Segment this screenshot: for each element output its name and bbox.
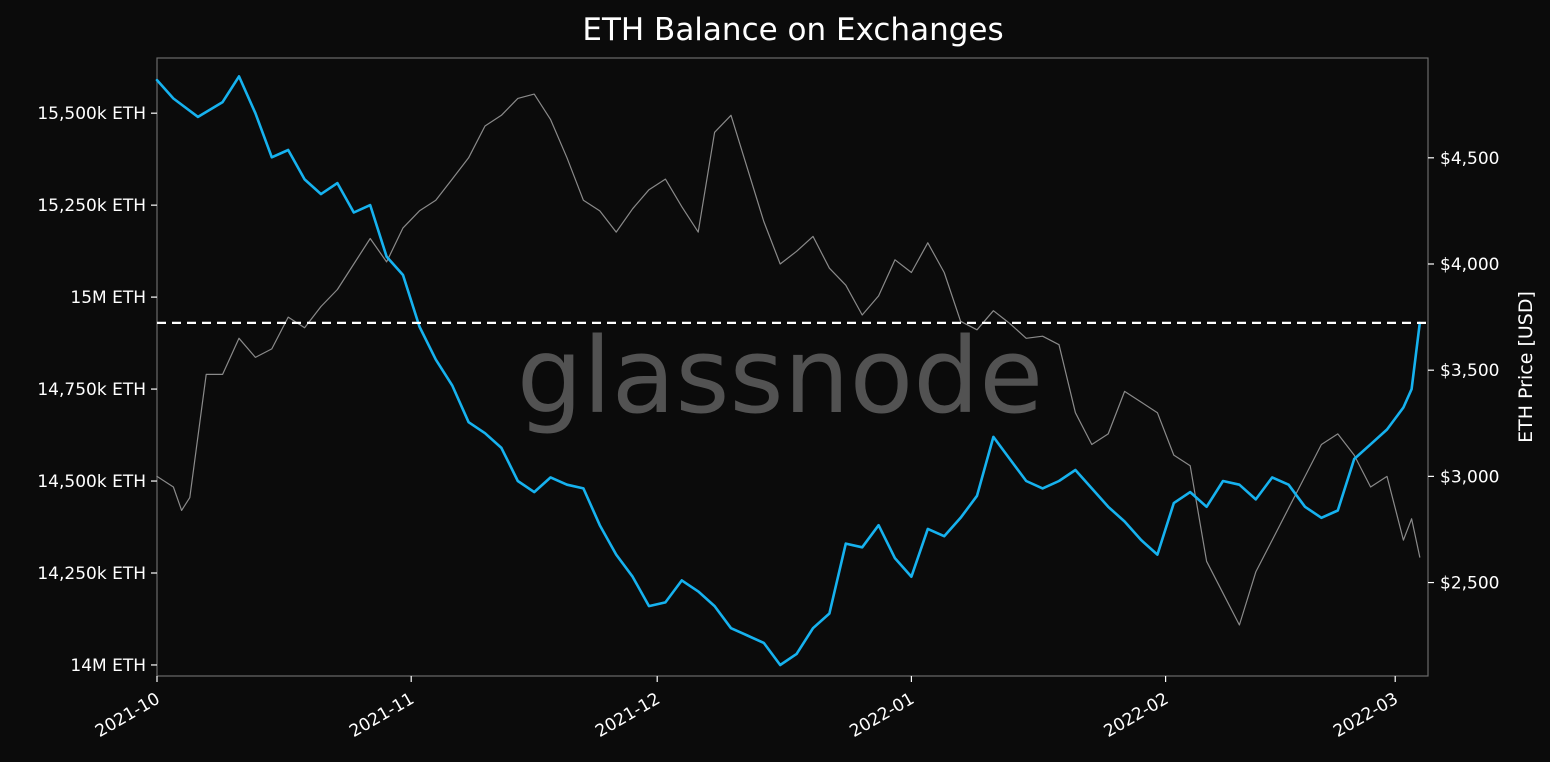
y-tick-label: 14,250k ETH	[37, 564, 146, 584]
y-tick-label: 15,250k ETH	[37, 196, 146, 216]
y-tick-label: 14,750k ETH	[37, 380, 146, 400]
left-axis-ticks: 14M ETH 14,250k ETH 14,500k ETH 14,750k ETH…	[37, 104, 157, 676]
y2-tick-label: $4,000	[1440, 255, 1499, 275]
y-tick-label: 14M ETH	[70, 656, 146, 676]
y2-tick-label: $4,500	[1440, 149, 1499, 169]
y2-tick-label: $2,500	[1440, 574, 1499, 594]
plot-area	[156, 57, 1429, 677]
eth-price-series-line	[156, 93, 1421, 626]
y-tick-label: 15,500k ETH	[37, 104, 146, 124]
right-axis-label: ETH Price [USD]	[1515, 291, 1537, 443]
watermark: glassnode	[517, 315, 1044, 437]
eth-balance-series-line	[155, 75, 1422, 667]
series-layer	[155, 75, 1422, 667]
right-axis-ticks: $2,500 $3,000 $3,500 $4,000 $4,500	[1428, 149, 1499, 594]
y2-tick-label: $3,500	[1440, 361, 1499, 381]
chart-title: ETH Balance on Exchanges	[582, 12, 1003, 48]
y-tick-label: 15M ETH	[70, 288, 146, 308]
y2-tick-label: $3,000	[1440, 467, 1499, 487]
y-tick-label: 14,500k ETH	[37, 472, 146, 492]
